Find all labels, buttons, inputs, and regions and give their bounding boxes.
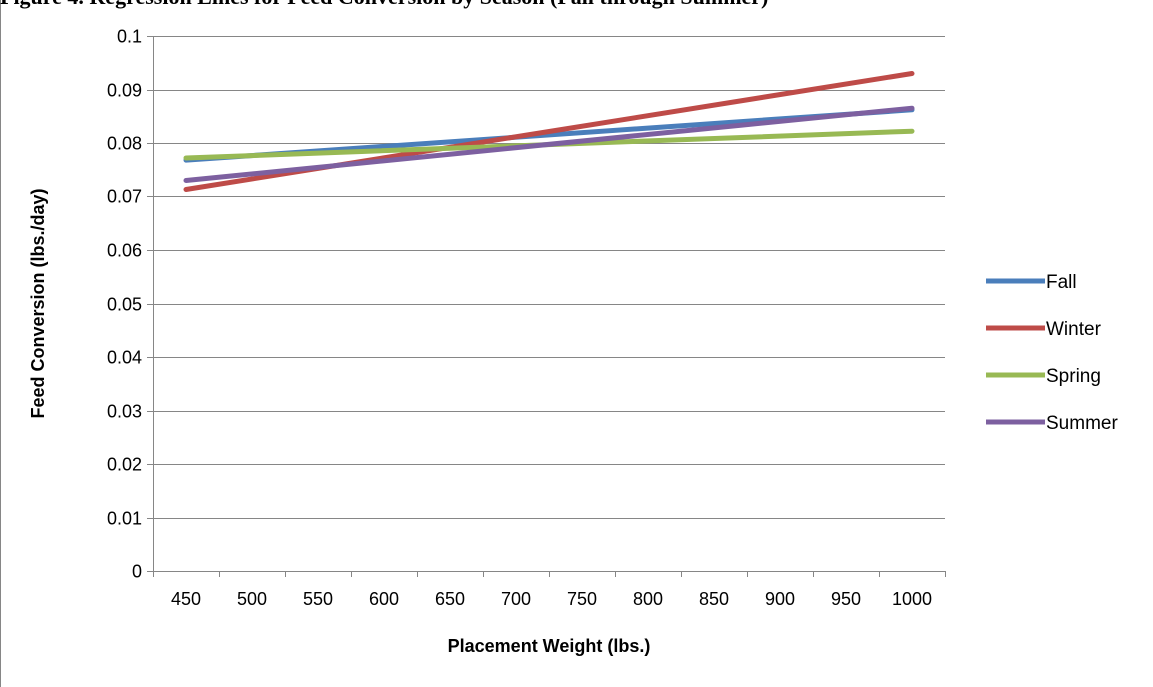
y-tick-label: 0.08	[107, 134, 142, 154]
legend-label-spring: Spring	[1046, 366, 1101, 387]
x-tick-label: 800	[633, 589, 663, 609]
x-tick-label: 700	[501, 589, 531, 609]
y-tick-labels: 0 0.01 0.02 0.03 0.04 0.05 0.06 0.07 0.08 0.09 0.1	[107, 27, 142, 582]
figure-caption: Figure 4. Regression Lines for Feed Conv…	[0, 0, 768, 10]
x-tick-labels: 450 500 550 600 650 700 750 800 850 900 950 1000	[171, 589, 932, 609]
series-lines	[183, 71, 915, 192]
y-tick-label: 0.09	[107, 81, 142, 101]
axes	[147, 36, 946, 577]
x-tick-label: 1000	[892, 589, 932, 609]
y-tick-label: 0.05	[107, 295, 142, 315]
x-tick-label: 650	[435, 589, 465, 609]
legend: Fall Winter Spring Summer	[986, 272, 1118, 434]
series-line-summer	[183, 105, 915, 183]
y-axis-title: Feed Conversion (lbs./day)	[28, 188, 48, 418]
legend-label-fall: Fall	[1046, 272, 1077, 293]
y-tick-label: 0	[132, 562, 142, 582]
x-axis-title: Placement Weight (lbs.)	[448, 636, 651, 656]
x-tick-label: 750	[567, 589, 597, 609]
x-tick-label: 550	[303, 589, 333, 609]
y-tick-label: 0.06	[107, 241, 142, 261]
y-tick-label: 0.1	[117, 27, 142, 47]
legend-label-summer: Summer	[1046, 413, 1118, 434]
x-tick-label: 450	[171, 589, 201, 609]
legend-label-winter: Winter	[1046, 319, 1102, 340]
x-tick-label: 600	[369, 589, 399, 609]
gridlines	[153, 36, 945, 519]
x-tick-label: 950	[831, 589, 861, 609]
x-tick-label: 850	[699, 589, 729, 609]
y-tick-label: 0.04	[107, 348, 142, 368]
y-tick-label: 0.02	[107, 455, 142, 475]
x-tick-label: 900	[765, 589, 795, 609]
x-tick-label: 500	[237, 589, 267, 609]
y-tick-label: 0.01	[107, 509, 142, 529]
y-tick-label: 0.03	[107, 402, 142, 422]
y-tick-label: 0.07	[107, 187, 142, 207]
